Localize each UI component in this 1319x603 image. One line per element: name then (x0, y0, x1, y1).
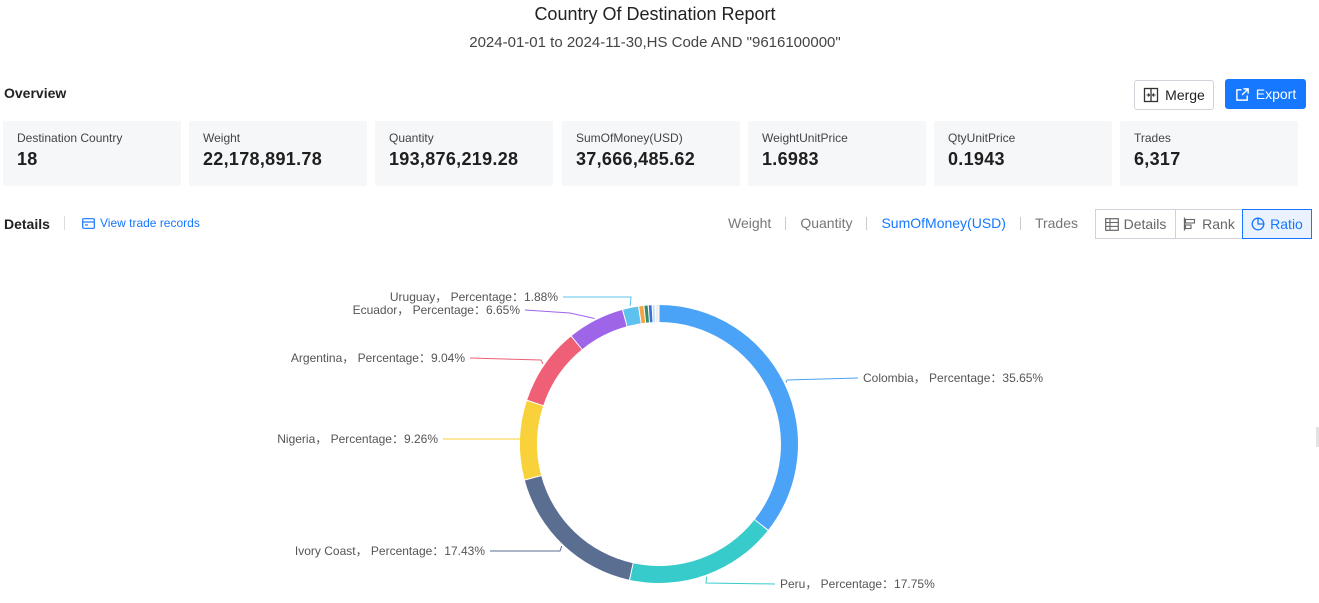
export-icon (1235, 87, 1249, 101)
merge-button[interactable]: Merge (1134, 80, 1214, 110)
scrollbar[interactable] (1316, 427, 1319, 447)
tab-trades[interactable]: Trades (1034, 215, 1078, 231)
tab-separator (785, 216, 787, 230)
records-icon (82, 217, 95, 229)
report-title: Country Of Destination Report (534, 4, 776, 24)
label-leader-line (785, 377, 859, 383)
pie-slice[interactable] (648, 305, 653, 323)
label-leader-line (705, 576, 776, 585)
rank-view-button[interactable]: Rank (1175, 209, 1243, 239)
stat-value: 0.1943 (948, 149, 1005, 169)
report-subtitle: 2024-01-01 to 2024-11-30,HS Code AND "96… (469, 34, 841, 51)
pie-slice[interactable] (652, 305, 656, 323)
stat-card-quantity: Quantity 193,876,219.28 (375, 121, 553, 186)
pie-slice-colombia[interactable] (659, 305, 798, 530)
stat-label: Destination Country (17, 131, 123, 145)
view-trade-records-link[interactable]: View trade records (82, 216, 200, 230)
stat-label: Weight (203, 131, 241, 145)
slice-label: Uruguay， Percentage：1.88% (390, 290, 558, 304)
merge-button-label: Merge (1165, 87, 1205, 103)
ratio-donut-chart: Colombia， Percentage：35.65% Peru， Percent… (277, 290, 1043, 591)
tab-sum-of-money[interactable]: SumOfMoney(USD) (881, 215, 1006, 231)
stat-card-weight-unit-price: WeightUnitPrice 1.6983 (748, 121, 926, 186)
stat-label: Trades (1134, 131, 1171, 145)
merge-icon (1144, 87, 1159, 103)
slice-label: Argentina， Percentage：9.04% (291, 351, 465, 365)
tab-separator (866, 216, 868, 230)
slice-label: Ivory Coast， Percentage：17.43% (295, 544, 485, 558)
stat-card-trades: Trades 6,317 (1120, 121, 1298, 186)
stat-value: 18 (17, 149, 38, 169)
details-heading: Details (4, 216, 50, 232)
view-trade-records-label: View trade records (100, 216, 200, 230)
pie-chart-icon (1251, 217, 1265, 231)
slice-label: Ecuador， Percentage：6.65% (353, 303, 521, 317)
pie-slice-peru[interactable] (630, 520, 768, 583)
divider (64, 216, 65, 230)
slice-label: Peru， Percentage：17.75% (780, 577, 935, 591)
label-leader-line (443, 438, 521, 441)
slice-label: Nigeria， Percentage：9.26% (277, 432, 438, 446)
view-toggle: Details Rank Ratio (1095, 209, 1312, 239)
pie-slice-uruguay[interactable] (623, 306, 641, 327)
pie-slice[interactable] (655, 305, 659, 323)
label-leader-line (490, 545, 563, 552)
stat-value: 37,666,485.62 (576, 149, 696, 169)
pie-slice-ecuador[interactable] (571, 310, 627, 350)
ratio-view-label: Ratio (1270, 216, 1303, 232)
pie-slice[interactable] (639, 305, 646, 324)
label-leader-line (469, 357, 544, 365)
stat-label: Quantity (389, 131, 434, 145)
tab-separator (1019, 216, 1021, 230)
stat-card-destination-country: Destination Country 18 (3, 121, 181, 186)
pie-slice[interactable] (644, 305, 650, 323)
overview-heading: Overview (4, 85, 67, 101)
stat-label: SumOfMoney(USD) (576, 131, 683, 145)
stat-card-sum-of-money: SumOfMoney(USD) 37,666,485.62 (562, 121, 740, 186)
tab-quantity[interactable]: Quantity (800, 215, 853, 231)
stat-card-weight: Weight 22,178,891.78 (189, 121, 367, 186)
slice-label: Colombia， Percentage：35.65% (863, 371, 1043, 385)
stat-value: 6,317 (1134, 149, 1181, 169)
export-button[interactable]: Export (1225, 79, 1306, 109)
ratio-view-button[interactable]: Ratio (1242, 209, 1312, 239)
details-view-label: Details (1123, 216, 1167, 232)
export-button-label: Export (1255, 86, 1297, 102)
label-leader-line (524, 309, 595, 320)
pie-slice-ivory-coast[interactable] (524, 476, 633, 580)
stat-card-qty-unit-price: QtyUnitPrice 0.1943 (934, 121, 1112, 186)
stat-value: 22,178,891.78 (203, 149, 323, 169)
stat-value: 1.6983 (762, 149, 819, 169)
pie-slice-argentina[interactable] (527, 336, 582, 406)
bar-chart-icon (1184, 217, 1196, 231)
metric-tabs: Weight Quantity SumOfMoney(USD) Trades (728, 215, 1078, 231)
pie-slice-nigeria[interactable] (520, 400, 544, 480)
tab-weight[interactable]: Weight (728, 215, 772, 231)
stat-label: QtyUnitPrice (948, 131, 1016, 145)
stat-value: 193,876,219.28 (389, 149, 519, 169)
table-icon (1104, 217, 1119, 231)
rank-view-label: Rank (1202, 216, 1235, 232)
stat-label: WeightUnitPrice (762, 131, 848, 145)
label-leader-line (563, 296, 632, 307)
details-view-button[interactable]: Details (1095, 209, 1176, 239)
